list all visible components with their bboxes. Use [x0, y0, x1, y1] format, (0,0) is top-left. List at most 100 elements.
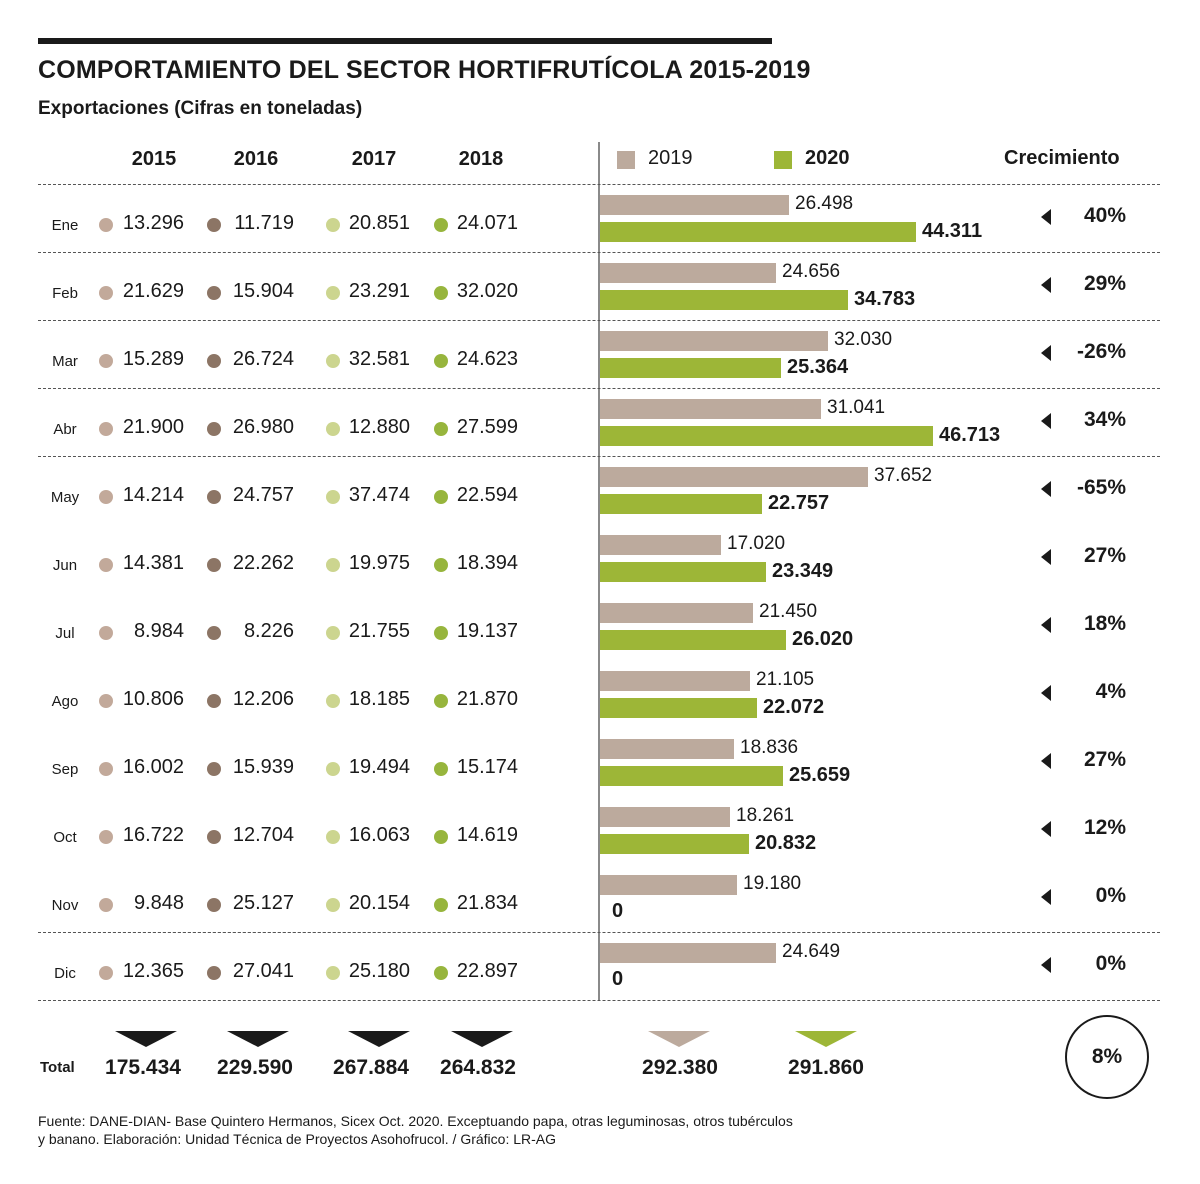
- year-dot-2017: [326, 286, 340, 300]
- value-2015: 10.806: [122, 688, 184, 710]
- year-dot-2015: [99, 830, 113, 844]
- growth-value: 12%: [1083, 816, 1126, 839]
- value-2018: 15.174: [456, 756, 518, 778]
- growth-arrow-icon: [1041, 481, 1051, 497]
- value-2017: 25.180: [348, 960, 410, 982]
- growth-value: 29%: [1083, 272, 1126, 295]
- bar-label-2019: 31.041: [827, 397, 886, 418]
- total-arrow-2020: [795, 1031, 857, 1047]
- bar-2020: [600, 222, 916, 242]
- total-arrow-2018: [451, 1031, 513, 1047]
- bar-label-2019: 32.030: [834, 329, 893, 350]
- year-dot-2018: [434, 558, 448, 572]
- growth-arrow-icon: [1041, 413, 1051, 429]
- year-dot-2017: [326, 898, 340, 912]
- value-2015: 15.289: [122, 348, 184, 370]
- value-2015: 21.629: [122, 280, 184, 302]
- bar-label-2020: 22.757: [768, 492, 830, 514]
- year-dot-2016: [207, 694, 221, 708]
- value-2015: 16.002: [122, 756, 184, 778]
- growth-arrow-icon: [1041, 685, 1051, 701]
- year-dot-2018: [434, 490, 448, 504]
- value-2015: 16.722: [122, 824, 184, 846]
- value-2018: 18.394: [456, 552, 518, 574]
- year-dot-2017: [326, 966, 340, 980]
- year-dot-2016: [207, 626, 221, 640]
- month-label: Ene: [51, 217, 79, 234]
- bar-label-2020: 25.659: [789, 764, 851, 786]
- value-2017: 19.975: [348, 552, 410, 574]
- bar-label-2019: 21.105: [756, 669, 815, 690]
- month-label: Abr: [53, 421, 77, 438]
- year-dot-2018: [434, 898, 448, 912]
- year-dot-2016: [207, 966, 221, 980]
- bar-label-2020: 44.311: [922, 220, 983, 242]
- row-divider: [38, 456, 1160, 457]
- value-2016: 26.724: [232, 348, 294, 370]
- row-divider: [38, 1000, 1160, 1001]
- month-label: Ago: [51, 693, 79, 710]
- total-2017: 267.884: [333, 1056, 409, 1079]
- value-2018: 14.619: [456, 824, 518, 846]
- total-arrow-2015: [115, 1031, 177, 1047]
- bar-label-2019: 17.020: [727, 533, 786, 554]
- total-growth-circle: 8%: [1065, 1015, 1149, 1099]
- total-arrow-2016: [227, 1031, 289, 1047]
- total-2020: 291.860: [788, 1056, 864, 1079]
- total-2016: 229.590: [217, 1056, 293, 1079]
- year-dot-2016: [207, 830, 221, 844]
- source-note: Fuente: DANE-DIAN- Base Quintero Hermano…: [38, 1113, 793, 1147]
- value-2017: 20.851: [348, 212, 410, 234]
- year-dot-2018: [434, 422, 448, 436]
- year-header-2018: 2018: [458, 148, 504, 170]
- bar-label-2019: 24.649: [782, 941, 841, 962]
- growth-value: 0%: [1095, 952, 1126, 975]
- bar-2019: [600, 875, 737, 895]
- value-2016: 24.757: [232, 484, 294, 506]
- bar-2019: [600, 535, 721, 555]
- value-2017: 18.185: [348, 688, 410, 710]
- bar-label-2020: 0: [612, 900, 624, 922]
- value-2017: 20.154: [348, 892, 410, 914]
- year-dot-2016: [207, 218, 221, 232]
- year-dot-2015: [99, 762, 113, 776]
- year-header-2015: 2015: [131, 148, 177, 170]
- value-2015: 14.381: [122, 552, 184, 574]
- bar-2019: [600, 331, 828, 351]
- year-header-2016: 2016: [233, 148, 279, 170]
- value-2018: 21.870: [456, 688, 518, 710]
- chart-subtitle: Exportaciones (Cifras en toneladas): [38, 98, 363, 119]
- bar-2020: [600, 630, 786, 650]
- year-dot-2017: [326, 422, 340, 436]
- growth-arrow-icon: [1041, 209, 1051, 225]
- month-label: May: [50, 489, 80, 506]
- year-dot-2016: [207, 558, 221, 572]
- bar-label-2019: 19.180: [743, 873, 802, 894]
- value-2016: 15.904: [232, 280, 294, 302]
- bar-2020: [600, 426, 933, 446]
- total-2019: 292.380: [642, 1056, 718, 1079]
- bar-label-2020: 25.364: [787, 356, 849, 378]
- bar-label-2020: 26.020: [792, 628, 854, 650]
- value-2017: 21.755: [348, 620, 410, 642]
- value-2015: 13.296: [122, 212, 184, 234]
- growth-value: 27%: [1083, 544, 1126, 567]
- growth-value: 40%: [1083, 204, 1126, 227]
- value-2018: 24.071: [456, 212, 518, 234]
- legend-swatch-2019: [617, 151, 635, 169]
- bar-label-2020: 0: [612, 968, 624, 990]
- year-dot-2015: [99, 626, 113, 640]
- bar-2019: [600, 671, 750, 691]
- bar-label-2020: 34.783: [854, 288, 916, 310]
- bar-2020: [600, 494, 762, 514]
- growth-value: 18%: [1083, 612, 1126, 635]
- bar-2020: [600, 562, 766, 582]
- year-header-2017: 2017: [351, 148, 397, 170]
- value-2016: 25.127: [232, 892, 294, 914]
- row-divider: [38, 932, 1160, 933]
- value-2017: 23.291: [348, 280, 410, 302]
- bar-2019: [600, 603, 753, 623]
- year-dot-2017: [326, 354, 340, 368]
- bar-label-2020: 20.832: [755, 832, 817, 854]
- year-dot-2015: [99, 966, 113, 980]
